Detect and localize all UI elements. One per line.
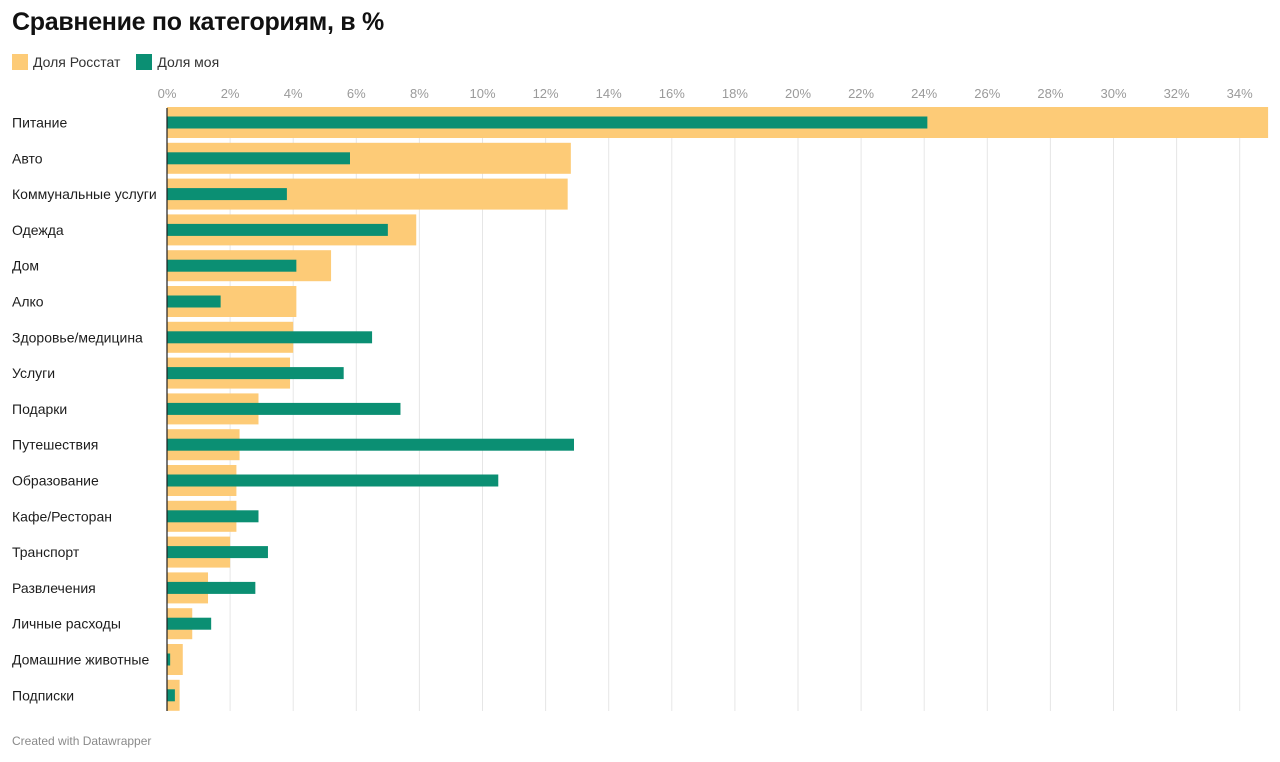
x-tick-label: 32% <box>1164 86 1190 101</box>
category-label: Путешествия <box>12 437 98 453</box>
legend-item-mine: Доля моя <box>136 54 219 70</box>
x-tick-label: 14% <box>596 86 622 101</box>
category-label: Одежда <box>12 222 64 238</box>
bar-mine <box>167 223 388 236</box>
x-tick-label: 20% <box>785 86 811 101</box>
x-tick-label: 10% <box>469 86 495 101</box>
bar-mine <box>167 438 574 451</box>
x-tick-label: 18% <box>722 86 748 101</box>
legend-label-mine: Доля моя <box>157 54 220 70</box>
legend: Доля Росстат Доля моя <box>12 54 235 70</box>
bar-mine <box>167 188 287 201</box>
bar-mine <box>167 581 256 594</box>
x-tick-label: 8% <box>410 86 429 101</box>
bar-mine <box>167 152 350 165</box>
bar-mine <box>167 402 401 415</box>
category-label: Здоровье/медицина <box>12 329 143 345</box>
category-label: Подарки <box>12 401 67 417</box>
legend-item-rosstat: Доля Росстат <box>12 54 120 70</box>
footer-credit: Created with Datawrapper <box>12 734 152 748</box>
bar-mine <box>167 474 499 487</box>
category-label: Образование <box>12 473 99 489</box>
x-tick-label: 30% <box>1100 86 1126 101</box>
bar-mine <box>167 546 268 559</box>
bar-mine <box>167 295 221 308</box>
category-label: Услуги <box>12 365 55 381</box>
bar-mine <box>167 653 171 666</box>
category-label: Транспорт <box>12 544 80 560</box>
category-label: Алко <box>12 294 44 310</box>
category-label: Подписки <box>12 687 74 703</box>
bar-mine <box>167 259 297 272</box>
x-tick-label: 12% <box>533 86 559 101</box>
bar-mine <box>167 116 928 129</box>
x-tick-label: 6% <box>347 86 366 101</box>
category-label: Кафе/Ресторан <box>12 508 112 524</box>
category-label: Авто <box>12 150 43 166</box>
bar-rosstat <box>167 644 183 675</box>
bar-mine <box>167 510 259 523</box>
bar-mine <box>167 617 212 630</box>
legend-swatch-rosstat <box>12 54 28 70</box>
x-tick-label: 28% <box>1037 86 1063 101</box>
x-tick-label: 24% <box>911 86 937 101</box>
category-label: Питание <box>12 115 67 131</box>
x-tick-label: 2% <box>221 86 240 101</box>
x-tick-label: 22% <box>848 86 874 101</box>
x-tick-label: 0% <box>158 86 177 101</box>
x-tick-label: 26% <box>974 86 1000 101</box>
x-tick-label: 4% <box>284 86 303 101</box>
category-label: Дом <box>12 258 39 274</box>
category-label: Развлечения <box>12 580 96 596</box>
legend-swatch-mine <box>136 54 153 70</box>
chart-title: Сравнение по категориям, в % <box>12 8 384 36</box>
category-label: Коммунальные услуги <box>12 186 157 202</box>
category-label: Домашние животные <box>12 652 149 668</box>
x-tick-label: 16% <box>659 86 685 101</box>
bar-mine <box>167 367 344 380</box>
bar-mine <box>167 331 373 344</box>
bar-mine <box>167 689 175 702</box>
x-tick-label: 34% <box>1227 86 1253 101</box>
category-label: Личные расходы <box>12 616 121 632</box>
legend-label-rosstat: Доля Росстат <box>33 54 121 70</box>
